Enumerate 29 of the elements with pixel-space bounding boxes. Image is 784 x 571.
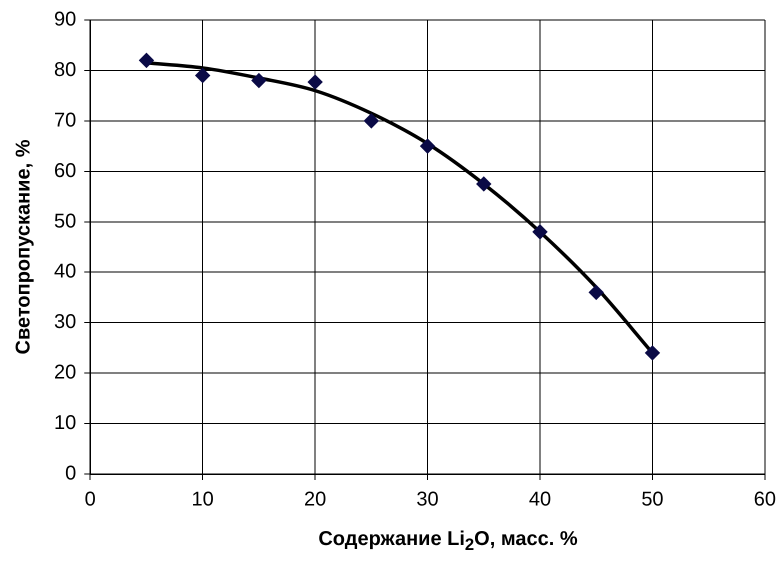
point xyxy=(476,176,492,192)
y-tick-label: 50 xyxy=(54,210,76,232)
point xyxy=(195,68,210,83)
y-tick-label: 90 xyxy=(54,8,76,31)
point xyxy=(138,52,154,68)
point xyxy=(532,224,548,240)
y-tick-label: 20 xyxy=(54,362,76,384)
x-tick-label: 60 xyxy=(754,488,776,511)
point xyxy=(251,73,266,88)
y-tick-label: 60 xyxy=(54,160,76,182)
point xyxy=(420,138,436,154)
x-tick-label: 50 xyxy=(641,488,664,511)
point xyxy=(308,74,323,90)
y-tick-label: 40 xyxy=(54,260,76,283)
x-tick-label: 40 xyxy=(528,488,552,511)
y-tick-label: 80 xyxy=(54,58,76,81)
point xyxy=(644,345,660,360)
y-tick-label: 30 xyxy=(54,311,76,334)
y-tick-label: 10 xyxy=(54,412,76,434)
x-tick-label: 10 xyxy=(192,488,214,511)
x-tick-label: 0 xyxy=(84,488,96,511)
point xyxy=(588,284,604,300)
x-axis-title: Содержание Li$_{2}$O, масс. % xyxy=(317,528,579,555)
y-tick-label: 70 xyxy=(54,109,76,132)
x-tick-label: 30 xyxy=(416,488,439,511)
point xyxy=(364,113,379,128)
x-tick-label: 20 xyxy=(304,488,326,511)
y-axis-title: Светопропускание, % xyxy=(12,139,35,354)
y-tick-label: 0 xyxy=(65,462,76,485)
